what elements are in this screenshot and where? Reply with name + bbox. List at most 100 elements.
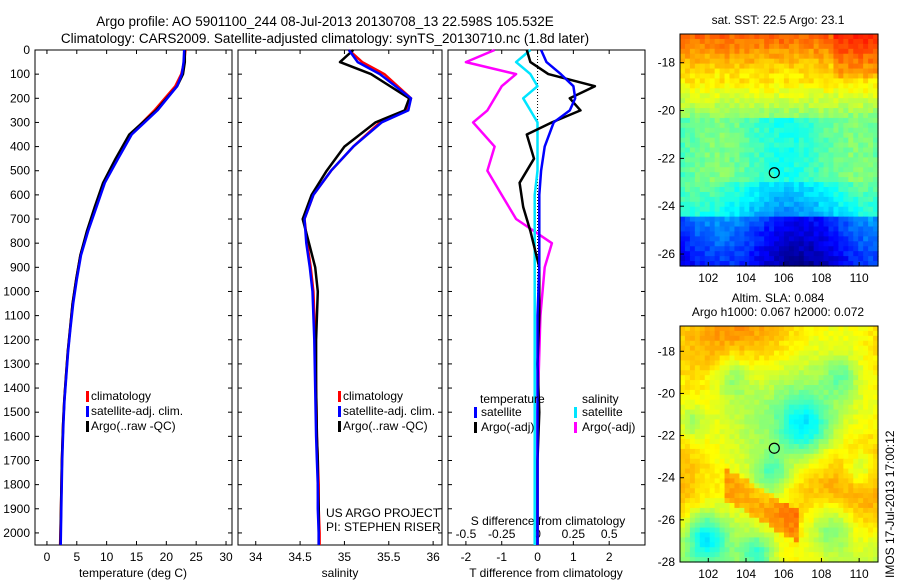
heatmap-cell: [769, 380, 775, 386]
heatmap-cell: [838, 473, 844, 480]
heatmap-cell: [749, 340, 755, 347]
heatmap-cell: [828, 424, 835, 430]
heatmap-cell: [759, 517, 765, 524]
heatmap-cell: [798, 256, 805, 262]
heatmap-cell: [818, 463, 825, 470]
heatmap-cell: [813, 53, 820, 60]
heatmap-cell: [764, 246, 770, 252]
heatmap-cell: [823, 226, 830, 233]
heatmap-cell: [873, 142, 879, 149]
heatmap-cell: [788, 132, 795, 139]
heatmap-cell: [689, 552, 696, 558]
heatmap-cell: [689, 182, 696, 188]
heatmap-cell: [843, 375, 849, 381]
heatmap-cell: [774, 246, 780, 252]
heatmap-cell: [868, 78, 874, 84]
heatmap-cell: [833, 473, 839, 480]
heatmap-cell: [719, 73, 726, 80]
heatmap-cell: [838, 206, 844, 213]
heatmap-cell: [734, 38, 740, 45]
heatmap-cell: [828, 434, 835, 440]
heatmap-cell: [709, 191, 716, 198]
heatmap-cell: [759, 147, 765, 154]
heatmap-cell: [684, 429, 691, 435]
heatmap-cell: [858, 340, 864, 347]
heatmap-cell: [769, 552, 775, 558]
heatmap-cell: [783, 498, 790, 504]
heatmap-cell: [853, 498, 859, 504]
heatmap-cell: [704, 93, 711, 99]
heatmap-cell: [699, 211, 706, 218]
heatmap-cell: [744, 473, 750, 480]
heatmap-cell: [749, 241, 755, 247]
heatmap-cell: [863, 394, 869, 401]
heatmap-cell: [769, 385, 775, 391]
heatmap-cell: [694, 488, 701, 494]
heatmap-cell: [719, 468, 726, 475]
heatmap-cell: [704, 404, 711, 411]
heatmap-cell: [719, 404, 726, 411]
heatmap-cell: [793, 478, 800, 484]
heatmap-cell: [709, 330, 716, 337]
heatmap-cell: [843, 187, 849, 193]
heatmap-cell: [739, 419, 745, 425]
heatmap-cell: [774, 137, 780, 144]
heatmap-cell: [739, 458, 745, 465]
heatmap-cell: [709, 43, 716, 50]
heatmap-cell: [709, 157, 716, 163]
heatmap-cell: [838, 172, 844, 178]
heatmap-cell: [749, 507, 755, 514]
heatmap-cell: [868, 394, 874, 401]
depth-tick-label: 1500: [3, 405, 30, 419]
heatmap-cell: [848, 88, 854, 94]
heatmap-cell: [724, 191, 731, 198]
heatmap-cell: [803, 498, 810, 504]
heatmap-cell: [803, 206, 810, 213]
heatmap-cell: [729, 93, 736, 99]
heatmap-cell: [759, 522, 765, 529]
heatmap-cell: [744, 122, 750, 129]
heatmap-cell: [788, 429, 795, 435]
heatmap-cell: [823, 522, 830, 529]
heatmap-cell: [744, 182, 750, 188]
heatmap-cell: [803, 483, 810, 489]
heatmap-cell: [759, 226, 765, 233]
heatmap-cell: [759, 58, 765, 65]
heatmap-cell: [853, 463, 859, 470]
heatmap-cell: [863, 182, 869, 188]
heatmap-cell: [719, 221, 726, 228]
heatmap-cell: [704, 216, 711, 223]
heatmap-cell: [734, 196, 740, 203]
heatmap-cell: [684, 404, 691, 411]
heatmap-cell: [828, 507, 835, 514]
heatmap-cell: [694, 458, 701, 465]
heatmap-cell: [798, 206, 805, 213]
heatmap-cell: [793, 162, 800, 168]
heatmap-cell: [823, 108, 830, 114]
heatmap-cell: [823, 132, 830, 139]
heatmap-cell: [833, 206, 839, 213]
heatmap-cell: [729, 493, 736, 499]
heatmap-cell: [774, 187, 780, 193]
heatmap-cell: [818, 256, 825, 262]
heatmap-cell: [754, 226, 760, 233]
heatmap-cell: [694, 439, 701, 445]
heatmap-cell: [813, 256, 820, 262]
heatmap-cell: [843, 448, 849, 455]
heatmap-cell: [838, 162, 844, 168]
heatmap-cell: [863, 463, 869, 470]
heatmap-cell: [863, 137, 869, 144]
heatmap-cell: [764, 48, 770, 55]
heatmap-cell: [838, 375, 844, 381]
heatmap-cell: [739, 463, 745, 470]
heatmap-cell: [719, 424, 726, 430]
heatmap-cell: [764, 517, 770, 524]
heatmap-cell: [838, 409, 844, 416]
heatmap-cell: [858, 98, 864, 104]
heatmap-cell: [779, 103, 785, 109]
heatmap-cell: [798, 522, 805, 529]
heatmap-cell: [798, 429, 805, 435]
heatmap-cell: [823, 345, 830, 352]
heatmap-cell: [714, 380, 721, 386]
heatmap-cell: [779, 73, 785, 80]
